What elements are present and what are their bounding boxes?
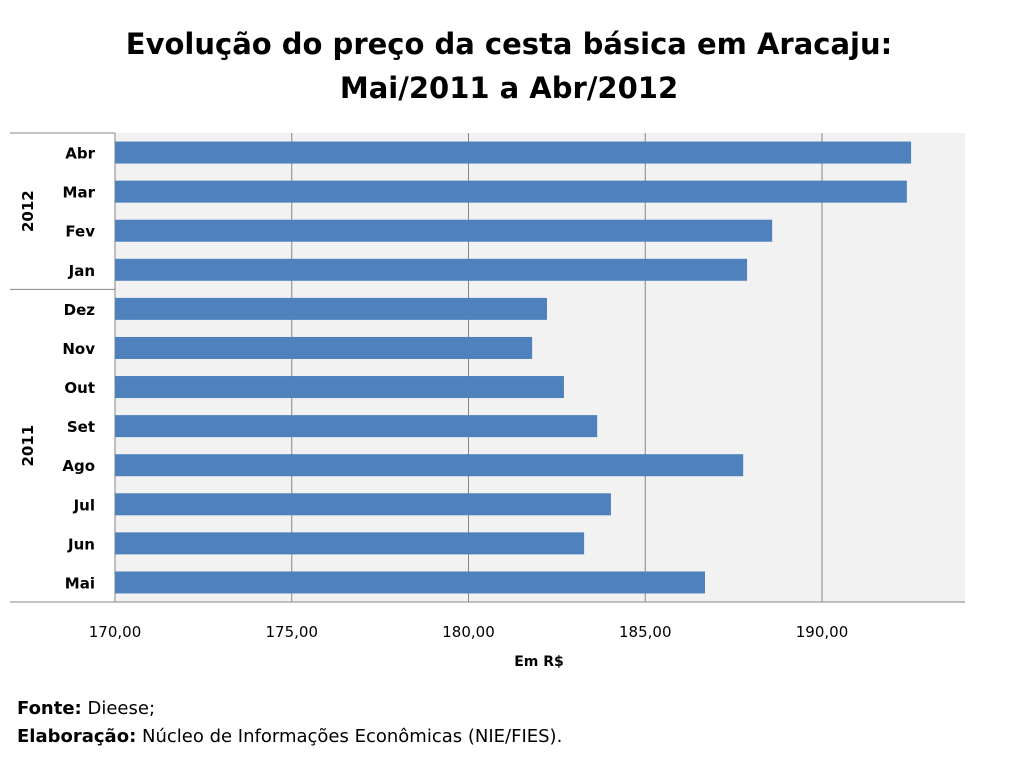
y-tick-label: Ago <box>62 457 95 475</box>
y-tick-label: Jan <box>68 262 95 280</box>
y-tick-label: Jul <box>73 496 95 514</box>
title-line-2: Mai/2011 a Abr/2012 <box>339 71 679 105</box>
y-tick-label: Jun <box>67 535 95 553</box>
plot-area <box>115 133 965 602</box>
y-tick-label: Set <box>67 418 95 436</box>
bar-dez <box>115 297 547 320</box>
bar-nov <box>115 336 533 359</box>
footer-elaboration: Elaboração: Núcleo de Informações Econôm… <box>17 726 562 747</box>
elaboration-label: Elaboração: <box>17 726 137 747</box>
bar-chart: 170,00 175,00 180,00 185,00 190,00 Mai Jun Jul A… <box>10 132 965 670</box>
elaboration-value: Núcleo de Informações Econômicas (NIE/FI… <box>136 726 563 747</box>
x-tick-label: 180,00 <box>442 623 495 641</box>
group-label-2011: 2011 <box>19 425 37 467</box>
bar-ago <box>115 454 744 477</box>
bar-out <box>115 376 564 399</box>
y-tick-label: Dez <box>64 301 96 319</box>
bar-abr <box>115 141 912 164</box>
x-tick-label: 190,00 <box>796 623 849 641</box>
bar-jul <box>115 493 611 516</box>
source-value: Dieese; <box>81 698 156 719</box>
bar-set <box>115 415 598 438</box>
x-tick-label: 170,00 <box>89 623 142 641</box>
x-tick-label: 175,00 <box>266 623 319 641</box>
source-label: Fonte: <box>17 698 82 719</box>
x-axis-title: Em R$ <box>514 654 564 670</box>
bar-jun <box>115 532 585 555</box>
bar-fev <box>115 219 773 242</box>
chart-title: Evolução do preço da cesta básica em Ara… <box>0 22 1018 110</box>
footer-source: Fonte: Dieese; <box>17 698 155 719</box>
y-tick-label: Mai <box>65 574 95 592</box>
y-tick-label: Abr <box>65 145 95 163</box>
y-tick-label: Nov <box>62 340 95 358</box>
y-tick-label: Mar <box>63 184 96 202</box>
x-tick-label: 185,00 <box>619 623 672 641</box>
group-label-2012: 2012 <box>19 190 37 232</box>
y-tick-label: Out <box>64 379 95 397</box>
bar-jan <box>115 258 748 281</box>
bar-mar <box>115 180 907 203</box>
title-line-1: Evolução do preço da cesta básica em Ara… <box>125 27 893 61</box>
y-tick-label: Fev <box>65 223 95 241</box>
bar-mai <box>115 571 705 594</box>
